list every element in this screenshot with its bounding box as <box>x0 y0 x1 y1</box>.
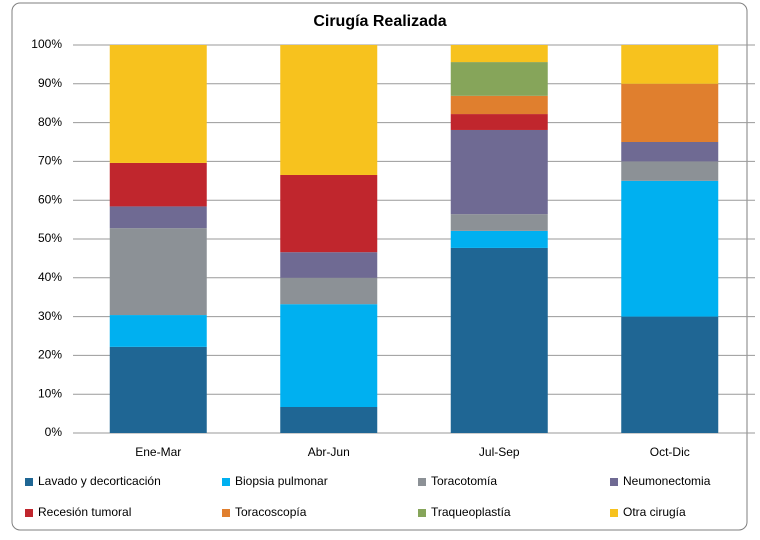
x-tick-label: Oct-Dic <box>650 445 690 459</box>
y-tick-label: 50% <box>38 231 62 245</box>
legend-label: Otra cirugía <box>623 505 686 519</box>
legend-label: Lavado y decorticación <box>38 474 161 488</box>
legend-swatch <box>418 478 426 486</box>
legend-label: Biopsia pulmonar <box>235 474 328 488</box>
bar-segment <box>450 247 548 433</box>
bar-segment <box>621 161 719 181</box>
bar-segment <box>280 277 378 305</box>
legend-swatch <box>418 509 426 517</box>
bar-segment <box>109 45 207 163</box>
bar-segment <box>621 83 719 142</box>
bar-segment <box>450 230 548 248</box>
y-tick-label: 30% <box>38 309 62 323</box>
bar-segment <box>450 45 548 63</box>
legend-label: Traqueoplastía <box>431 505 511 519</box>
bar-segment <box>621 45 719 84</box>
y-tick-label: 20% <box>38 348 62 362</box>
bar-segment <box>450 129 548 215</box>
bar-segment <box>450 95 548 115</box>
y-tick-label: 0% <box>45 425 63 439</box>
bar-segment <box>280 407 378 433</box>
bar-segment <box>280 304 378 408</box>
legend-swatch <box>610 478 618 486</box>
legend-swatch <box>222 509 230 517</box>
bar-segment <box>109 346 207 433</box>
x-tick-label: Ene-Mar <box>135 445 181 459</box>
bar-segment <box>109 228 207 316</box>
bar-segment <box>450 114 548 130</box>
y-tick-label: 40% <box>38 270 62 284</box>
legend-label: Toracotomía <box>431 474 497 488</box>
bar-segment <box>280 45 378 175</box>
bar-segment <box>621 180 719 317</box>
bar-segment <box>450 62 548 96</box>
bar-segment <box>109 206 207 229</box>
bar-segment <box>450 214 548 231</box>
bar-segment <box>621 142 719 162</box>
y-tick-label: 90% <box>38 76 62 90</box>
legend-swatch <box>25 509 33 517</box>
y-tick-label: 70% <box>38 154 62 168</box>
legend-label: Recesión tumoral <box>38 505 131 519</box>
x-tick-label: Abr-Jun <box>308 445 350 459</box>
chart-title: Cirugía Realizada <box>313 13 446 30</box>
legend-label: Neumonectomia <box>623 474 711 488</box>
bar-segment <box>621 316 719 433</box>
legend-swatch <box>222 478 230 486</box>
legend-swatch <box>25 478 33 486</box>
y-tick-label: 60% <box>38 192 62 206</box>
bar-segment <box>109 162 207 207</box>
legend-swatch <box>610 509 618 517</box>
y-tick-label: 100% <box>31 37 62 51</box>
legend-label: Toracoscopía <box>235 505 307 519</box>
y-tick-label: 10% <box>38 386 62 400</box>
bar-segment <box>109 315 207 347</box>
bar-segment <box>280 252 378 278</box>
y-tick-label: 80% <box>38 115 62 129</box>
x-tick-label: Jul-Sep <box>479 445 520 459</box>
bar-segment <box>280 174 378 253</box>
